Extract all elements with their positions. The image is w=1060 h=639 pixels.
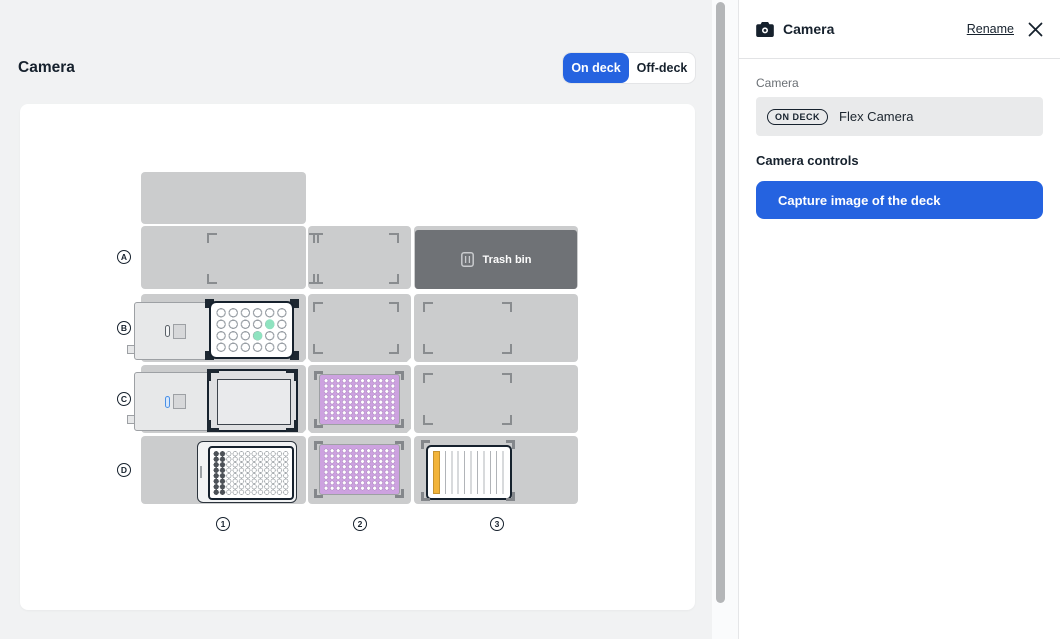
camera-device-row: ON DECK Flex Camera [756, 97, 1043, 136]
panel-title: Camera [783, 21, 835, 37]
filled-tip-column [433, 451, 440, 494]
column-label-3: 3 [490, 517, 504, 531]
panel-body: Camera ON DECK Flex Camera Camera contro… [739, 76, 1060, 219]
capture-image-button[interactable]: Capture image of the deck [756, 181, 1043, 219]
adapter-clip [290, 299, 299, 308]
row-label-b: B [117, 321, 131, 335]
deck-slot-b2[interactable] [308, 294, 411, 362]
tip-rack-d3[interactable] [426, 445, 512, 500]
labware-lid-c1 [217, 379, 291, 425]
tab-on-deck[interactable]: On deck [563, 53, 629, 83]
deck-toggle: On deck Off-deck [563, 53, 695, 83]
camera-controls-heading: Camera controls [756, 153, 859, 168]
module-b1[interactable] [134, 302, 210, 360]
row-label-a: A [117, 250, 131, 264]
deck-slot-a1[interactable] [141, 226, 306, 289]
filled-well-green [265, 319, 275, 329]
well-grid [323, 378, 396, 421]
staging-area-slot[interactable] [141, 172, 306, 224]
trash-icon [460, 252, 474, 267]
deck-slot-b3[interactable] [414, 294, 578, 362]
column-label-1: 1 [216, 517, 230, 531]
deck-view-main: Camera On deck Off-deck Trash bin [18, 53, 695, 610]
deck-slot-c3[interactable] [414, 365, 578, 433]
well-grid [215, 307, 288, 353]
adapter-notch [200, 466, 202, 478]
camera-icon [756, 21, 774, 37]
trash-bin-label: Trash bin [482, 253, 532, 266]
deck-map-card: Trash bin [20, 104, 695, 610]
tip-columns [433, 451, 506, 494]
well-plate-24-b1[interactable] [209, 301, 294, 359]
row-label-c: C [117, 392, 131, 406]
scrollbar-track[interactable] [712, 0, 738, 639]
camera-device-name: Flex Camera [839, 109, 914, 124]
module-latch-icon [165, 323, 186, 339]
close-icon [1028, 22, 1043, 36]
panel-header: Camera Rename [739, 0, 1060, 59]
close-panel-button[interactable] [1028, 22, 1043, 37]
module-c1[interactable] [134, 372, 210, 431]
module-latch-icon [165, 394, 186, 409]
tab-off-deck[interactable]: Off-deck [629, 53, 695, 83]
on-deck-status-badge: ON DECK [767, 108, 829, 125]
column-label-2: 2 [353, 517, 367, 531]
filled-well-columns [213, 451, 226, 495]
rename-link[interactable]: Rename [966, 22, 1014, 36]
well-plate-96-d1[interactable] [208, 446, 294, 500]
adapter-clip [290, 351, 299, 360]
well-plate-96-c2[interactable] [319, 374, 400, 425]
filled-well-green [252, 331, 263, 341]
deck-slot-a3[interactable]: Trash bin [414, 226, 578, 289]
deck-slot-a2[interactable] [308, 226, 411, 289]
page-title: Camera [18, 59, 75, 76]
well-grid [323, 448, 396, 491]
well-plate-96-d2[interactable] [319, 444, 400, 495]
adapter-c1[interactable] [207, 369, 298, 432]
scrollbar-thumb[interactable] [716, 2, 725, 603]
trash-bin[interactable]: Trash bin [415, 230, 577, 289]
camera-section-label: Camera [756, 76, 799, 90]
row-label-d: D [117, 463, 131, 477]
camera-detail-panel: Camera Rename Camera ON DECK Flex Camera… [738, 0, 1060, 639]
